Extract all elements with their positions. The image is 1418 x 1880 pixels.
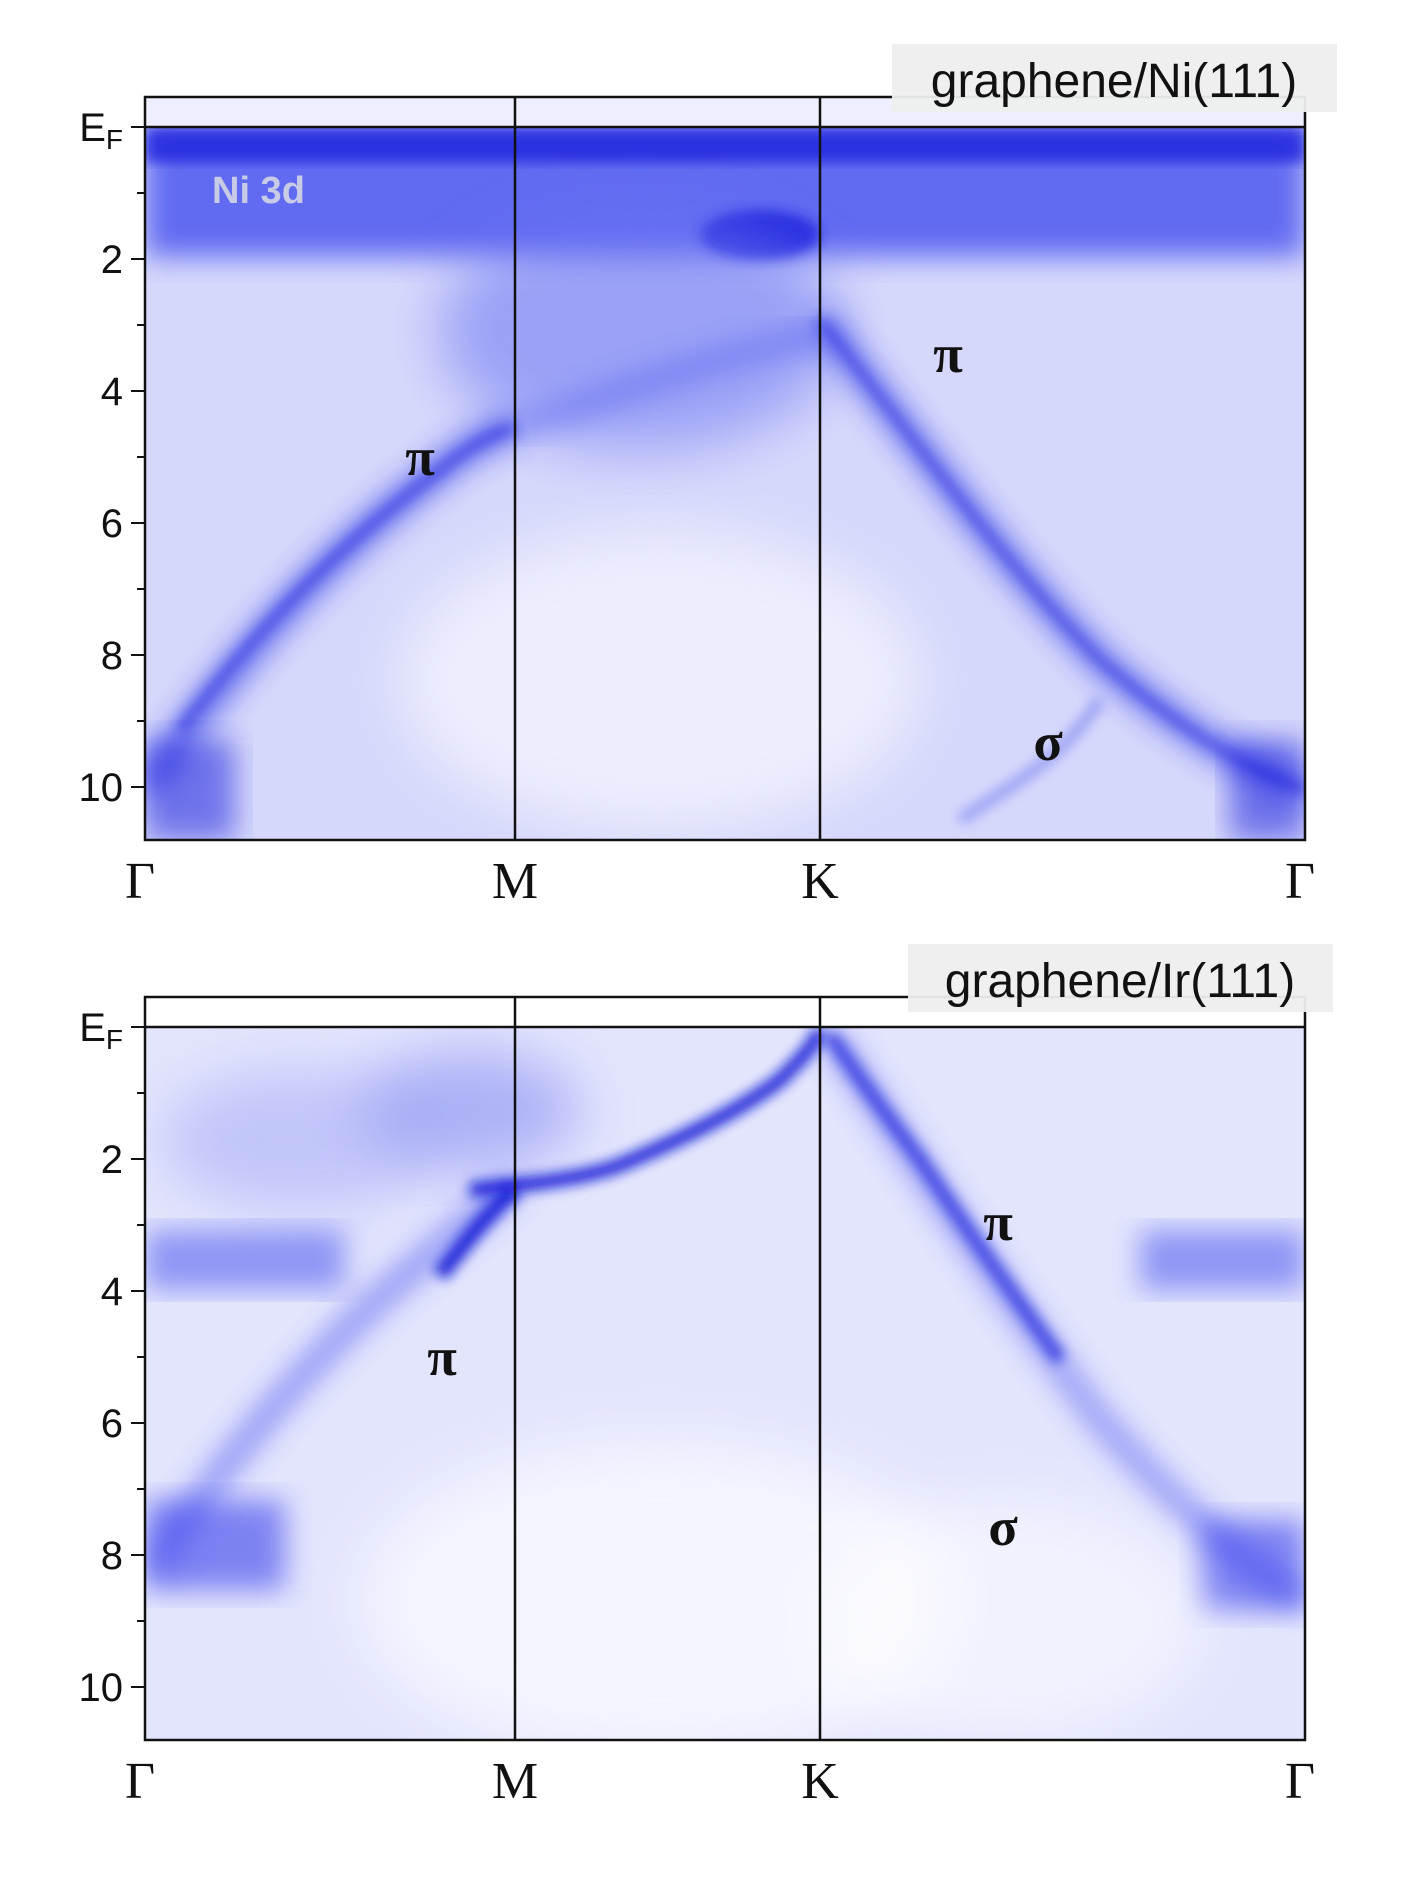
heatmap-ir bbox=[145, 1027, 1305, 1740]
x-tick-label: Γ bbox=[125, 1753, 155, 1810]
y-tick-label: 10 bbox=[79, 766, 124, 810]
y-tick-label: 6 bbox=[101, 1402, 123, 1446]
panel-title-ni: graphene/Ni(111) bbox=[892, 44, 1337, 112]
x-tick-label: Γ bbox=[125, 853, 155, 910]
panel-title-text-ni: graphene/Ni(111) bbox=[931, 55, 1297, 108]
y-axis-ni: EF 2 4 6 8 10 bbox=[79, 106, 145, 810]
annotation-pi-left-ni: π bbox=[405, 427, 435, 487]
panel-ir: EF 2 4 6 8 10 Γ M K Γ graphene/Ir(111) π π σ bbox=[79, 944, 1333, 1810]
annotation-ni3d: Ni 3d bbox=[212, 170, 305, 212]
panel-title-text-ir: graphene/Ir(111) bbox=[945, 955, 1295, 1008]
y-tick-label: 4 bbox=[101, 370, 123, 414]
y-tick-label: 2 bbox=[101, 238, 123, 282]
annotation-pi-left-ir: π bbox=[427, 1327, 457, 1387]
panel-ni: EF 2 4 6 8 10 Γ M K Γ graphene/Ni(111) Ni 3d π π… bbox=[79, 44, 1337, 910]
y-tick-label: 8 bbox=[101, 634, 123, 678]
x-tick-label: M bbox=[492, 853, 538, 910]
annotation-sigma-ir: σ bbox=[988, 1497, 1018, 1557]
annotation-pi-right-ni: π bbox=[933, 324, 963, 384]
x-tick-label: M bbox=[492, 1753, 538, 1810]
annotation-pi-right-ir: π bbox=[983, 1192, 1013, 1252]
y-tick-label: 8 bbox=[101, 1534, 123, 1578]
y-tick-label: 10 bbox=[79, 1666, 124, 1710]
annotation-sigma-ni: σ bbox=[1033, 712, 1063, 772]
x-tick-label: Γ bbox=[1285, 1753, 1315, 1810]
y-tick-label: EF bbox=[79, 106, 123, 155]
x-tick-label: K bbox=[801, 1753, 839, 1810]
y-tick-label: 4 bbox=[101, 1270, 123, 1314]
y-tick-label: EF bbox=[79, 1006, 123, 1055]
x-tick-label: K bbox=[801, 853, 839, 910]
y-tick-label: 6 bbox=[101, 502, 123, 546]
y-axis-ir: EF 2 4 6 8 10 bbox=[79, 1006, 145, 1710]
x-tick-label: Γ bbox=[1285, 853, 1315, 910]
plot-frame-ir bbox=[143, 995, 1307, 1742]
plot-frame-ni bbox=[143, 95, 1307, 842]
panel-title-ir: graphene/Ir(111) bbox=[908, 944, 1333, 1012]
heatmap-ni bbox=[145, 127, 1305, 840]
y-tick-label: 2 bbox=[101, 1138, 123, 1182]
